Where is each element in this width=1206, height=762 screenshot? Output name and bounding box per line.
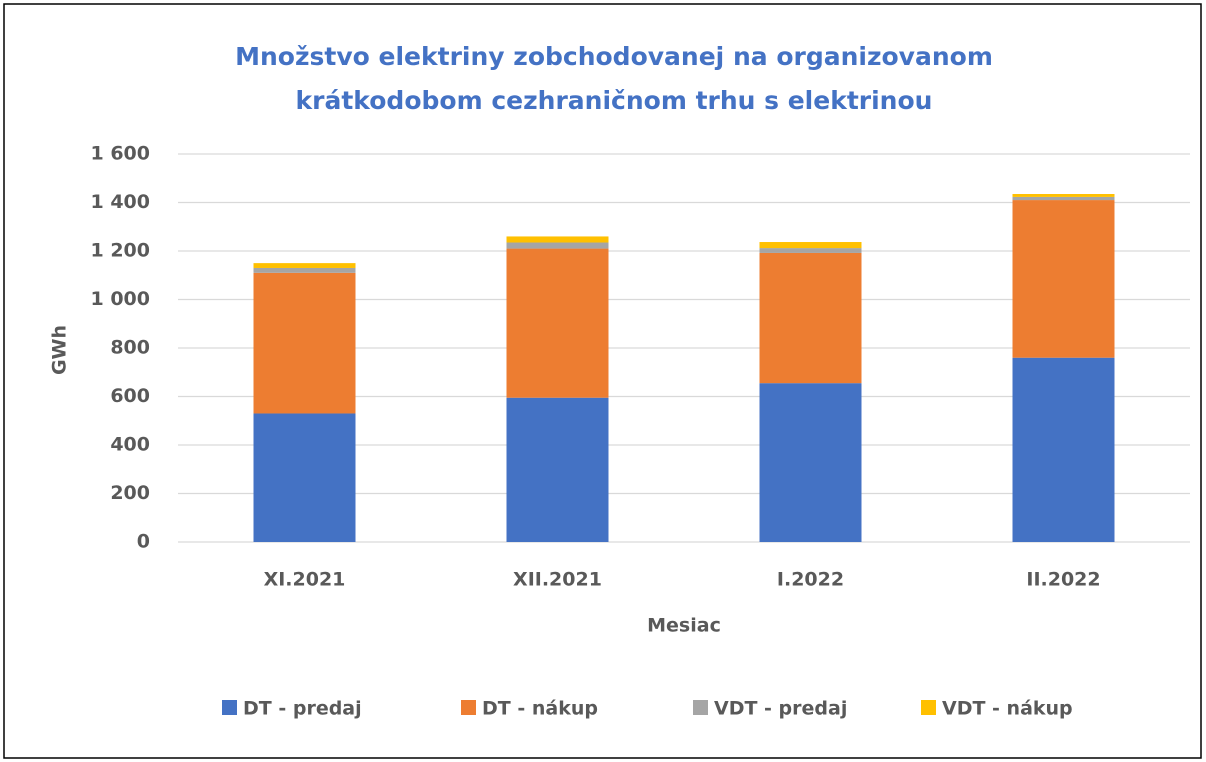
bar-segment [1012, 200, 1115, 358]
legend-label: DT - predaj [243, 698, 362, 720]
y-tick-label: 600 [110, 385, 150, 407]
bar-segment [759, 242, 862, 249]
x-axis-label: Mesiac [647, 615, 721, 637]
chart-title: krátkodobom cezhraničnom trhu s elektrin… [296, 86, 933, 115]
bar-segment [253, 267, 356, 273]
bar-segment [506, 242, 609, 249]
legend-swatch [693, 700, 708, 715]
legend-swatch [222, 700, 237, 715]
bar-segment [1012, 357, 1115, 542]
bar-segment [506, 397, 609, 542]
y-tick-label: 400 [110, 434, 150, 456]
legend-label: VDT - nákup [942, 698, 1073, 720]
y-tick-label: 1 200 [91, 240, 151, 262]
x-tick-label: XI.2021 [264, 569, 346, 591]
x-tick-label: II.2022 [1026, 569, 1100, 591]
legend-swatch [461, 700, 476, 715]
bar-segment [253, 263, 356, 268]
bar-segment [759, 248, 862, 253]
y-axis-label: GWh [49, 325, 71, 375]
legend-swatch [921, 700, 936, 715]
bar-segment [759, 252, 862, 384]
bar-segment [759, 383, 862, 542]
y-tick-label: 800 [110, 337, 150, 359]
legend-label: DT - nákup [482, 698, 598, 720]
bar-segment [506, 236, 609, 243]
legend-label: VDT - predaj [714, 698, 847, 720]
bar-segment [506, 248, 609, 398]
y-tick-label: 0 [137, 531, 150, 553]
y-tick-label: 1 400 [91, 191, 151, 213]
bar-segment [1012, 194, 1115, 197]
y-tick-label: 1 000 [91, 288, 151, 310]
chart-title: Množstvo elektriny zobchodovanej na orga… [235, 42, 993, 71]
bar-segment [253, 413, 356, 542]
bar-segment [1012, 196, 1115, 201]
bar-segment [253, 272, 356, 414]
x-tick-label: I.2022 [777, 569, 844, 591]
x-tick-label: XII.2021 [513, 569, 602, 591]
y-tick-label: 1 600 [91, 143, 151, 165]
y-tick-label: 200 [110, 482, 150, 504]
